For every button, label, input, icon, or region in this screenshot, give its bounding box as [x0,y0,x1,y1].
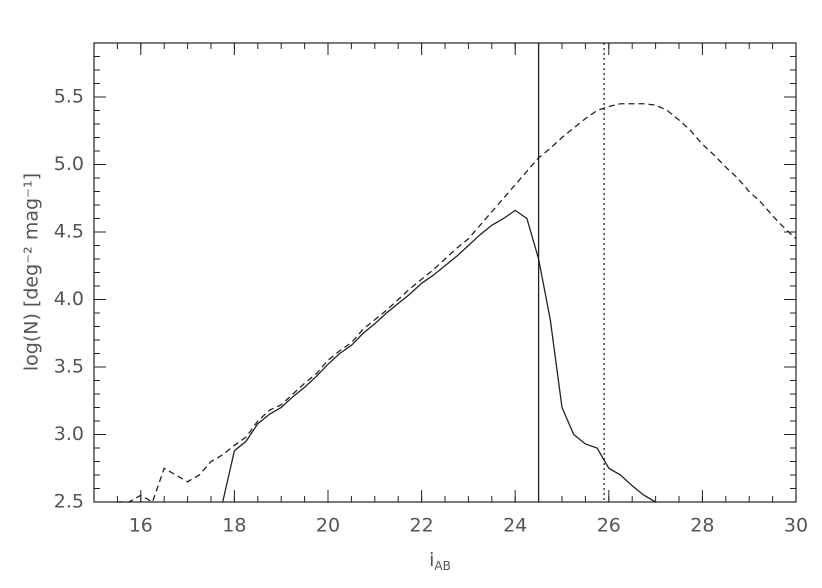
y-tick-label: 4.5 [54,221,84,243]
x-tick-label: 24 [503,515,527,537]
y-tick-label: 3.5 [54,356,84,378]
x-tick-label: 26 [597,515,621,537]
plot-frame [93,42,797,503]
x-tick-label: 30 [784,515,808,537]
y-tick-label: 5.5 [54,86,84,108]
y-tick-label: 3.0 [54,423,84,445]
x-tick-label: 22 [410,515,434,537]
y-tick-label: 5.0 [54,153,84,175]
x-tick-label: 28 [690,515,714,537]
x-tick-label: 18 [222,515,246,537]
x-axis-label: iAB [429,549,451,573]
x-tick-label: 16 [129,515,153,537]
y-tick-label: 2.5 [54,491,84,513]
series-line [222,209,656,503]
series-line [117,103,797,503]
x-tick-label: 20 [316,515,340,537]
y-tick-label: 4.0 [54,288,84,310]
y-axis-label: log(N) [deg⁻² mag⁻¹] [21,173,43,371]
